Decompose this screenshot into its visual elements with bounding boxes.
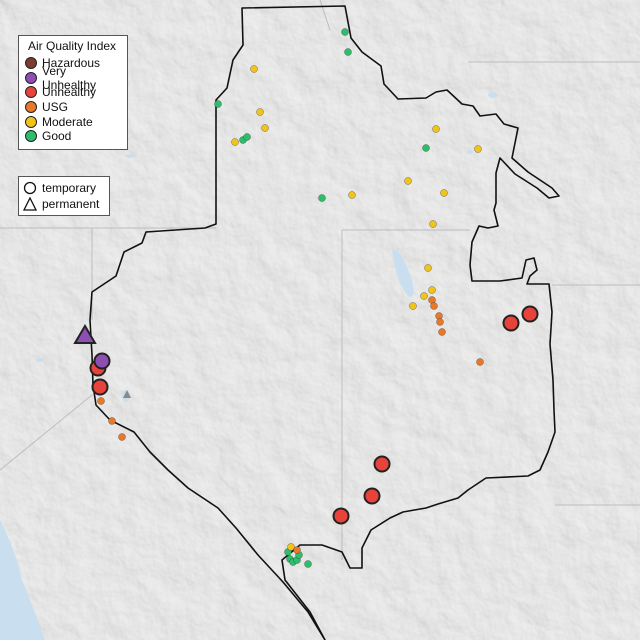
usg-monitor-marker[interactable] bbox=[438, 328, 446, 336]
good-monitor-marker[interactable] bbox=[304, 560, 312, 568]
good-monitor-marker[interactable] bbox=[341, 28, 349, 36]
legend-row-unhealthy: Unhealthy bbox=[25, 85, 121, 100]
usg-monitor-marker[interactable] bbox=[476, 358, 484, 366]
legend-row-permanent: permanent bbox=[23, 196, 105, 212]
permanent-monitor-marker[interactable] bbox=[123, 390, 131, 398]
unhealthy-monitor-marker[interactable] bbox=[91, 378, 109, 396]
moderate-monitor-marker[interactable] bbox=[428, 286, 436, 294]
region-boundary bbox=[89, 5, 560, 640]
legend-row-hazardous: Hazardous bbox=[25, 56, 121, 71]
moderate-monitor-marker[interactable] bbox=[429, 220, 437, 228]
moderate-monitor-marker[interactable] bbox=[404, 177, 412, 185]
good-monitor-marker[interactable] bbox=[344, 48, 352, 56]
legend-row-temporary: temporary bbox=[23, 180, 105, 196]
good-monitor-marker[interactable] bbox=[243, 133, 251, 141]
usg-monitor-marker[interactable] bbox=[118, 433, 126, 441]
moderate-monitor-marker[interactable] bbox=[261, 124, 269, 132]
very-unhealthy-swatch bbox=[25, 71, 37, 84]
moderate-monitor-marker[interactable] bbox=[432, 125, 440, 133]
good-monitor-marker[interactable] bbox=[214, 100, 222, 108]
moderate-monitor-marker[interactable] bbox=[424, 264, 432, 272]
monitor-type-legend: temporary permanent bbox=[18, 176, 110, 216]
monitor-markers bbox=[73, 28, 539, 568]
good-monitor-marker[interactable] bbox=[318, 194, 326, 202]
usg-monitor-marker[interactable] bbox=[436, 318, 444, 326]
pacific-ocean bbox=[0, 520, 45, 640]
unhealthy-monitor-marker[interactable] bbox=[521, 305, 539, 323]
unhealthy-swatch bbox=[25, 86, 37, 99]
moderate-monitor-marker[interactable] bbox=[250, 65, 258, 73]
moderate-monitor-marker[interactable] bbox=[409, 302, 417, 310]
moderate-monitor-marker[interactable] bbox=[440, 189, 448, 197]
moderate-monitor-marker[interactable] bbox=[348, 191, 356, 199]
usg-monitor-marker[interactable] bbox=[108, 417, 116, 425]
legend-label: Unhealthy bbox=[42, 85, 97, 100]
usg-monitor-marker[interactable] bbox=[293, 546, 301, 554]
usg-monitor-marker[interactable] bbox=[430, 302, 438, 310]
moderate-monitor-marker[interactable] bbox=[256, 108, 264, 116]
moderate-monitor-marker[interactable] bbox=[420, 292, 428, 300]
very-unhealthy-permanent-monitor[interactable] bbox=[73, 324, 97, 344]
legend-label: Hazardous bbox=[42, 56, 101, 71]
temporary-label: temporary bbox=[42, 181, 97, 195]
circle-icon bbox=[23, 181, 37, 195]
unhealthy-monitor-marker[interactable] bbox=[373, 455, 391, 473]
good-swatch bbox=[25, 130, 37, 143]
moderate-monitor-marker[interactable] bbox=[287, 543, 295, 551]
moderate-monitor-marker[interactable] bbox=[474, 145, 482, 153]
usg-swatch bbox=[25, 101, 37, 114]
very-unhealthy-monitor-marker[interactable] bbox=[93, 352, 111, 370]
aqi-legend-title: Air Quality Index bbox=[28, 39, 117, 53]
unhealthy-monitor-marker[interactable] bbox=[502, 314, 520, 332]
state-borders bbox=[0, 0, 640, 560]
legend-row-usg: USG bbox=[25, 100, 121, 115]
legend-row-moderate: Moderate bbox=[25, 114, 121, 129]
legend-row-good: Good bbox=[25, 129, 121, 144]
legend-label: Moderate bbox=[42, 114, 93, 129]
hazardous-swatch bbox=[25, 57, 37, 70]
aqi-legend: Air Quality Index Hazardous Very Unhealt… bbox=[18, 35, 128, 150]
usg-monitor-marker[interactable] bbox=[97, 397, 105, 405]
unhealthy-monitor-marker[interactable] bbox=[363, 487, 381, 505]
unhealthy-monitor-marker[interactable] bbox=[332, 507, 350, 525]
legend-label: Good bbox=[42, 129, 72, 144]
legend-label: Very Unhealthy bbox=[42, 63, 97, 92]
legend-label: USG bbox=[42, 100, 69, 115]
triangle-icon bbox=[23, 197, 37, 211]
permanent-label: permanent bbox=[42, 197, 100, 211]
moderate-swatch bbox=[25, 115, 37, 128]
usg-monitor-marker[interactable] bbox=[435, 312, 443, 320]
legend-row-very-unhealthy: Very Unhealthy bbox=[25, 64, 121, 92]
good-monitor-marker[interactable] bbox=[422, 144, 430, 152]
moderate-monitor-marker[interactable] bbox=[231, 138, 239, 146]
